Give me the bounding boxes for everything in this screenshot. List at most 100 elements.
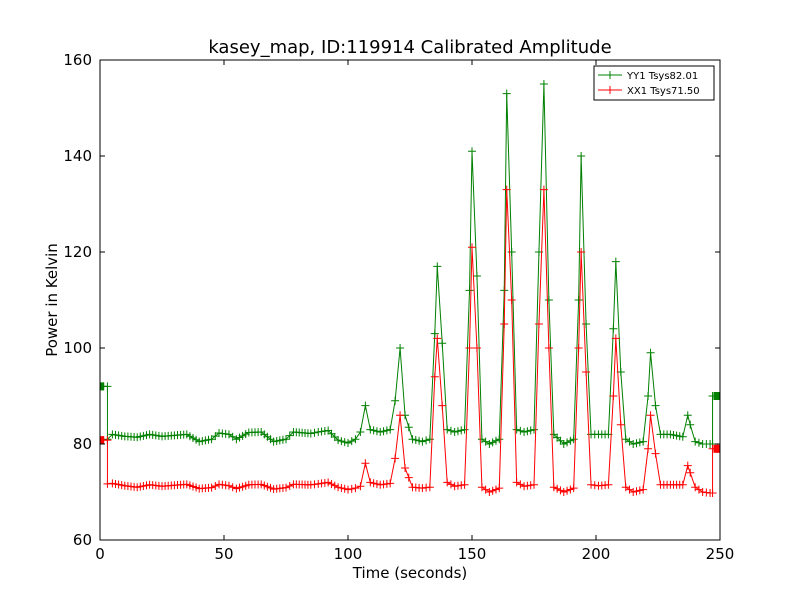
x-tick-label: 0 — [95, 545, 105, 563]
data-point — [366, 425, 375, 434]
data-point — [502, 185, 511, 194]
data-point — [351, 435, 360, 444]
data-point — [382, 426, 391, 435]
data-point — [344, 485, 352, 494]
data-point — [340, 484, 349, 493]
data-point — [465, 344, 474, 352]
data-point — [686, 468, 695, 477]
data-point — [443, 425, 452, 434]
data-point — [683, 411, 692, 420]
data-point — [691, 437, 700, 446]
y-tick-label: 60 — [73, 531, 92, 549]
data-point — [683, 461, 692, 470]
data-point — [404, 423, 413, 432]
data-point — [386, 479, 395, 488]
data-point — [512, 478, 521, 487]
data-point — [488, 438, 497, 447]
data-point — [366, 478, 375, 487]
data-point — [651, 449, 660, 458]
data-point — [379, 427, 388, 436]
data-point — [526, 426, 535, 435]
data-point — [566, 485, 575, 494]
data-point — [334, 483, 343, 492]
y-tick-label: 120 — [63, 243, 92, 261]
data-point — [430, 372, 439, 381]
data-point — [569, 484, 578, 493]
data-point — [678, 480, 687, 489]
data-point — [401, 464, 410, 472]
data-point — [686, 420, 695, 429]
data-point — [391, 396, 400, 405]
data-point — [404, 473, 413, 482]
data-point — [330, 481, 339, 490]
data-point — [334, 436, 343, 445]
endpoint-marker — [713, 392, 720, 400]
data-point — [495, 435, 504, 444]
data-point — [285, 431, 294, 440]
y-tick-label: 160 — [63, 51, 92, 69]
data-point — [495, 484, 504, 493]
data-point — [507, 248, 516, 256]
data-point — [604, 480, 613, 489]
data-point — [646, 411, 655, 420]
data-point — [512, 425, 521, 434]
data-point — [285, 482, 294, 490]
data-point — [646, 348, 655, 357]
data-point — [491, 436, 500, 445]
x-tick-label: 250 — [706, 545, 735, 563]
data-point — [310, 428, 319, 437]
y-tick-label: 100 — [63, 339, 92, 357]
data-point — [391, 454, 400, 463]
legend-box — [593, 65, 715, 101]
data-point — [337, 484, 346, 492]
data-point — [282, 435, 290, 444]
data-point — [611, 334, 620, 343]
data-point — [559, 488, 568, 496]
data-point — [224, 481, 233, 490]
data-point — [361, 459, 370, 468]
y-tick-label: 80 — [73, 435, 92, 453]
x-tick-label: 100 — [334, 545, 363, 563]
data-point — [539, 80, 548, 88]
data-point — [611, 257, 620, 266]
data-point — [549, 430, 558, 439]
data-point — [516, 426, 525, 435]
data-point — [549, 483, 558, 492]
chart-title: kasey_map, ID:119914 Calibrated Amplitud… — [208, 37, 611, 58]
y-tick-label: 140 — [63, 147, 92, 165]
data-point — [324, 426, 333, 435]
data-point — [282, 483, 290, 492]
data-point — [520, 428, 529, 436]
data-point — [207, 483, 216, 492]
data-point — [411, 436, 420, 444]
data-point — [450, 428, 459, 436]
data-point — [211, 482, 220, 490]
data-point — [324, 478, 333, 487]
data-point — [582, 320, 591, 328]
data-point — [351, 484, 360, 493]
data-point — [577, 248, 586, 256]
data-point — [534, 320, 543, 328]
x-tick-label: 50 — [214, 545, 233, 563]
x-axis-label: Time (seconds) — [352, 564, 468, 582]
data-point — [485, 440, 494, 448]
data-point — [457, 426, 466, 435]
data-point — [639, 485, 648, 494]
data-point — [639, 437, 648, 446]
data-point — [468, 147, 476, 156]
data-point — [369, 479, 378, 488]
data-point — [327, 429, 336, 438]
data-point — [344, 439, 352, 448]
data-point — [396, 344, 405, 352]
data-point — [306, 429, 315, 438]
data-point — [430, 329, 439, 338]
data-point — [422, 436, 431, 445]
data-point — [103, 436, 112, 445]
data-point — [438, 401, 447, 410]
data-point — [644, 444, 653, 453]
endpoint-marker — [100, 436, 104, 445]
data-point — [635, 438, 644, 447]
endpoint-marker — [100, 382, 104, 391]
data-point — [632, 439, 641, 448]
data-point — [694, 438, 703, 447]
